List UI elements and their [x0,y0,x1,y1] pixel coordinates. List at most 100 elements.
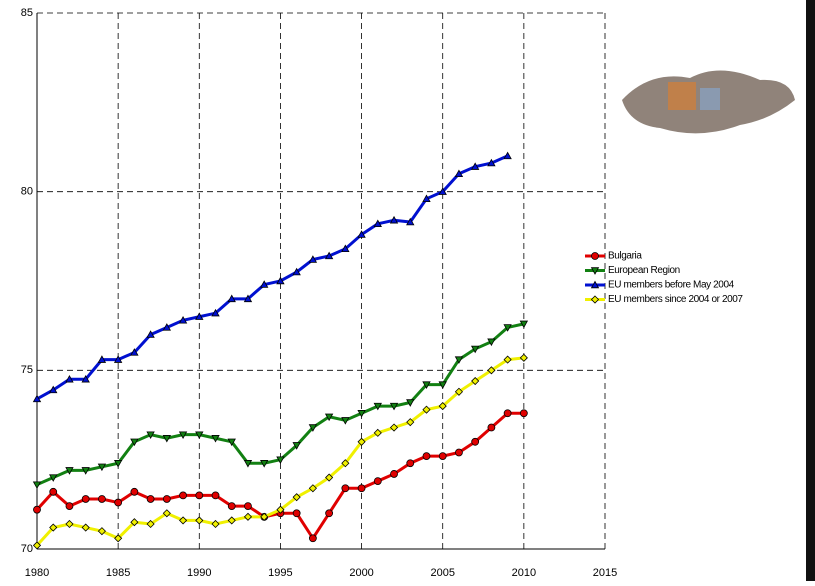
legend-label: Bulgaria [608,251,642,262]
point [195,312,204,320]
point [324,251,334,260]
point [81,467,90,475]
point [422,405,431,414]
point [487,158,496,167]
point [308,424,318,432]
point [422,381,431,389]
point [211,435,220,443]
point [114,498,123,507]
point [389,423,399,432]
x-tick-label: 1980 [25,567,49,579]
point [97,463,107,472]
legend-marker [591,252,599,260]
point [325,473,334,482]
point [195,516,204,525]
x-tick-label: 2000 [349,567,373,579]
point [325,509,334,518]
point [308,534,317,543]
legend-marker [590,280,600,289]
series-line [36,154,509,401]
point [178,516,188,525]
point [178,431,188,439]
point [130,518,139,527]
point [227,438,236,447]
point [260,280,269,288]
point [81,523,90,532]
point [390,470,398,478]
point [422,194,431,203]
point [503,409,512,418]
point [471,376,480,386]
point [49,523,58,532]
point [389,215,399,224]
point [308,255,318,263]
point [519,409,528,418]
point [130,487,139,496]
y-tick-label: 75 [21,364,33,376]
point [32,394,42,403]
y-tick-label: 80 [21,186,33,198]
point [503,151,512,160]
point [519,320,529,329]
x-tick-label: 1985 [106,567,130,579]
point [211,308,220,317]
point [389,402,399,411]
point [244,502,252,511]
y-tick-label: 85 [21,7,33,19]
point [195,491,204,500]
point [65,374,74,383]
point [243,460,253,468]
point [373,219,382,228]
point [454,356,464,364]
point [438,452,447,460]
point [33,505,41,514]
point [487,423,496,432]
point [487,366,496,375]
point [438,187,447,195]
point [162,435,172,443]
point [487,338,496,347]
point [211,519,220,529]
point [406,399,415,407]
point [98,495,106,503]
point [97,527,106,536]
side-bar [806,0,815,581]
point [470,162,480,170]
x-tick-label: 2005 [430,567,454,579]
point [65,519,74,529]
point [65,467,74,475]
point [503,355,512,364]
point [406,418,415,427]
point [146,495,155,503]
point [470,345,480,354]
point [406,459,415,468]
point [178,315,188,324]
point [243,512,253,521]
y-tick-label: 70 [21,543,33,555]
point [81,374,90,383]
point [227,502,236,511]
point [292,267,301,276]
legend-label: EU members before May 2004 [608,280,735,291]
point [179,491,187,500]
point [49,385,58,394]
point [357,484,366,493]
point [357,437,366,446]
point [146,330,155,338]
point [357,410,366,418]
point [114,534,123,543]
decorative-image [620,70,795,150]
legend-label: European Region [608,265,680,276]
point [406,217,415,226]
x-tick-label: 1990 [187,567,211,579]
legend-marker [590,295,600,304]
point [373,428,382,437]
point [373,402,382,411]
point [146,431,155,439]
point [276,505,285,514]
point [341,417,350,425]
point [162,323,172,331]
point [146,519,155,529]
point [195,431,204,439]
